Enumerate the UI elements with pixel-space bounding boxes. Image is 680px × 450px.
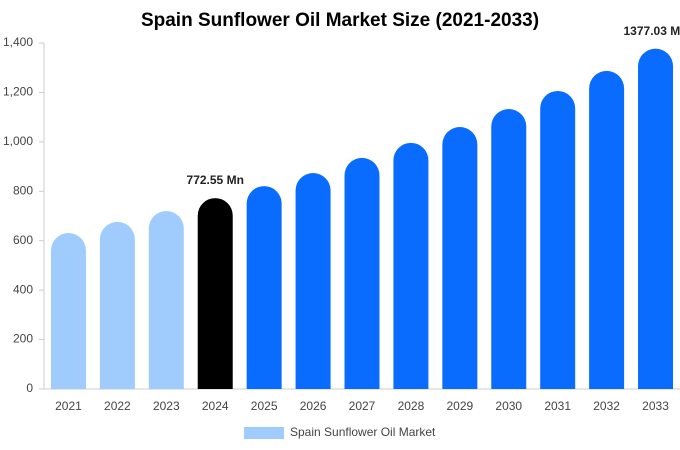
- y-tick-label: 1,200: [3, 85, 33, 99]
- x-tick-label: 2033: [642, 399, 669, 413]
- bar: [197, 198, 233, 389]
- bar: [442, 127, 478, 389]
- y-tick-label: 400: [13, 282, 33, 296]
- y-tick-label: 1,400: [3, 35, 33, 49]
- x-tick-label: 2032: [593, 399, 620, 413]
- x-tick-label: 2025: [251, 399, 278, 413]
- bar: [246, 186, 282, 389]
- bar: [148, 211, 184, 389]
- y-tick-label: 0: [26, 381, 33, 395]
- y-tick-label: 1,000: [3, 134, 33, 148]
- bar: [491, 108, 527, 389]
- x-tick-label: 2022: [104, 399, 131, 413]
- y-tick-label: 600: [13, 233, 33, 247]
- x-tick-label: 2024: [202, 399, 229, 413]
- x-tick-label: 2026: [300, 399, 327, 413]
- x-tick-label: 2027: [349, 399, 376, 413]
- y-tick-label: 200: [13, 332, 33, 346]
- bar: [50, 233, 86, 389]
- value-label: 1377.03 Mn: [624, 24, 680, 38]
- legend-label: Spain Sunflower Oil Market: [290, 425, 436, 439]
- bar: [638, 48, 674, 389]
- x-tick-label: 2031: [544, 399, 571, 413]
- x-tick-label: 2028: [398, 399, 425, 413]
- legend-swatch: [244, 427, 284, 439]
- y-tick-label: 800: [13, 183, 33, 197]
- bar: [589, 70, 625, 390]
- bar: [540, 90, 576, 390]
- x-tick-label: 2030: [495, 399, 522, 413]
- x-tick-label: 2021: [55, 399, 82, 413]
- value-label: 772.55 Mn: [187, 173, 244, 187]
- bar: [393, 142, 429, 389]
- x-tick-label: 2023: [153, 399, 180, 413]
- x-tick-label: 2029: [446, 399, 473, 413]
- chart-title: Spain Sunflower Oil Market Size (2021-20…: [141, 10, 539, 31]
- bar: [344, 157, 380, 389]
- bar: [295, 172, 331, 389]
- bar: [99, 221, 135, 389]
